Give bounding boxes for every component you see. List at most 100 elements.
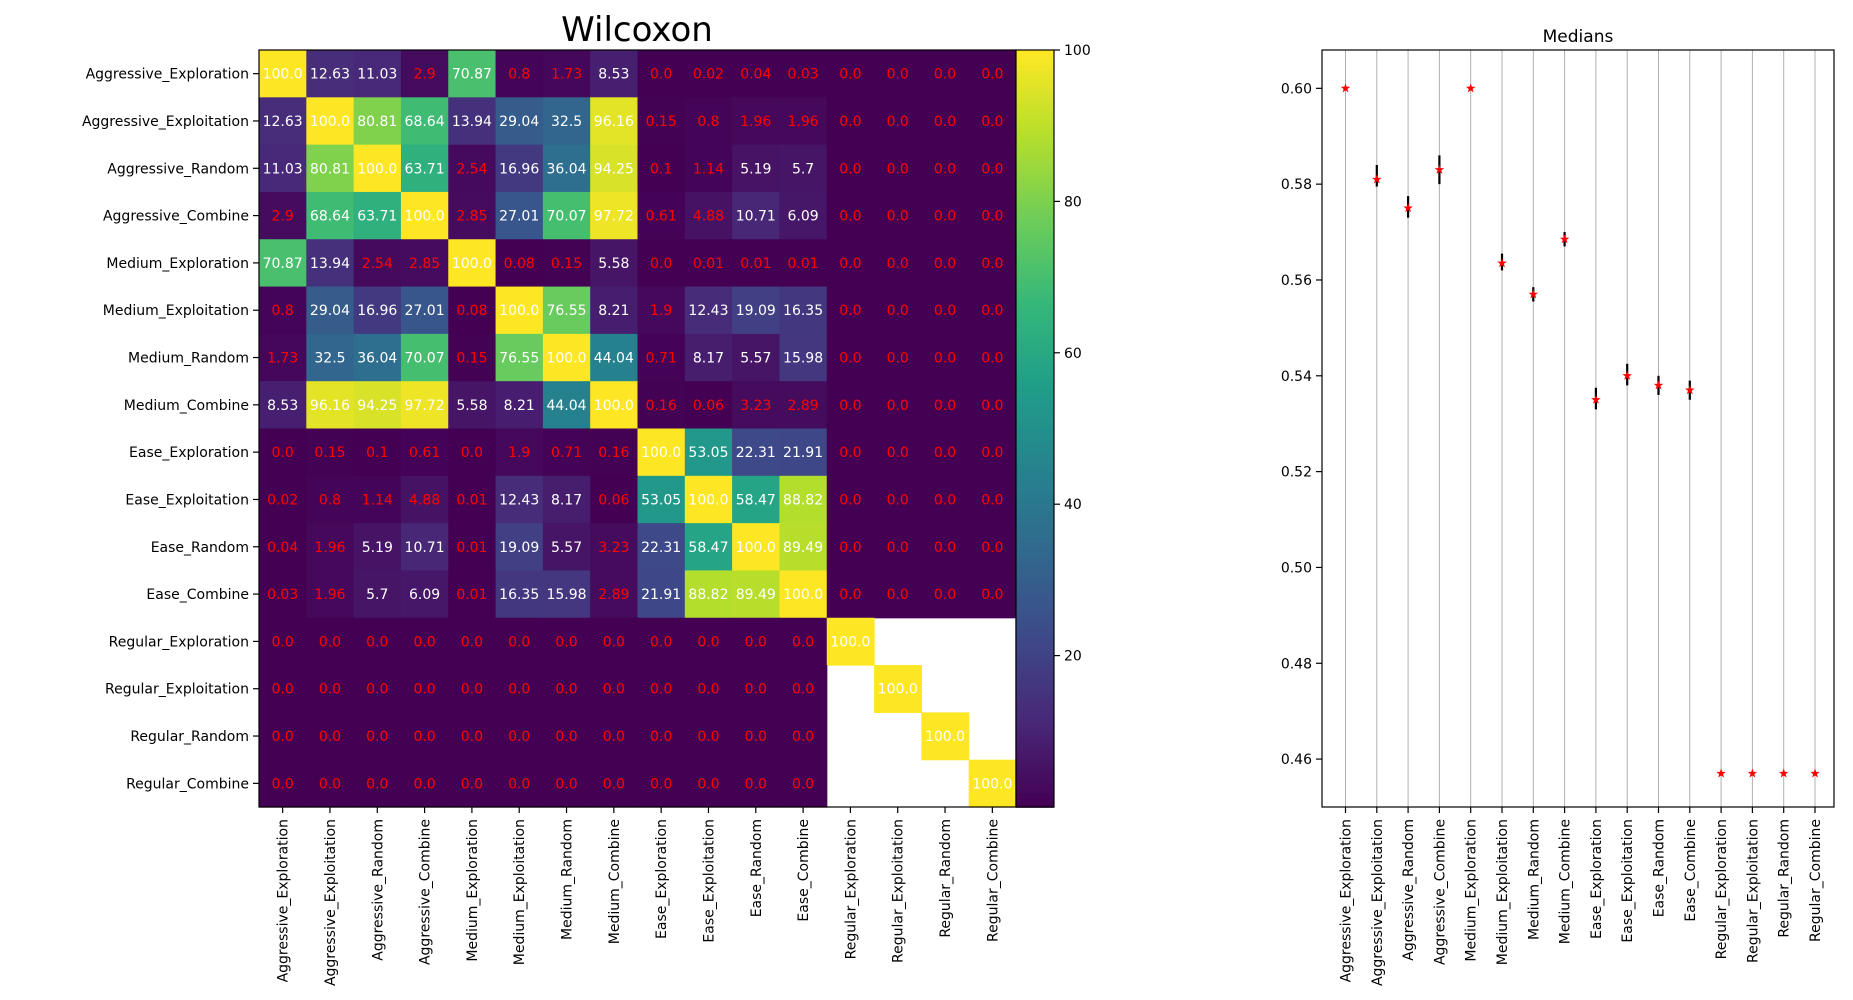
heatmap-cell-label: 0.15 — [314, 445, 345, 461]
heatmap-cell-label: 29.04 — [499, 114, 539, 130]
heatmap-cell — [590, 759, 639, 808]
heatmap-cell — [779, 665, 828, 713]
heatmap-cell — [590, 333, 639, 382]
heatmap-cell-label: 15.98 — [546, 587, 586, 603]
heatmap-cell — [637, 759, 686, 808]
heatmap-cell — [306, 475, 355, 524]
heatmap-cell — [306, 333, 355, 382]
heatmap-cell — [495, 286, 544, 335]
heatmap-cell — [400, 523, 449, 572]
heatmap-x-tick-label: Regular_Combine — [985, 819, 1001, 942]
heatmap-cell — [495, 712, 544, 761]
heatmap-y-tick-label: Ease_Exploration — [129, 445, 249, 461]
heatmap-cell — [732, 239, 781, 288]
heatmap-cell — [874, 475, 922, 524]
heatmap-cell-label: 0.0 — [839, 492, 861, 508]
colorbar-segment — [1016, 239, 1054, 245]
medians-grid — [1345, 50, 1816, 807]
heatmap-cell — [448, 239, 497, 288]
medians-title: Medians — [1543, 27, 1614, 47]
heatmap-cell — [732, 50, 781, 98]
heatmap-cell-label: 0.0 — [981, 303, 1003, 319]
colorbar-segment — [1016, 636, 1054, 643]
colorbar-segment — [1016, 527, 1054, 534]
heatmap-cell — [590, 239, 639, 288]
colorbar-segment — [1016, 759, 1054, 766]
heatmap-cell — [590, 286, 639, 335]
colorbar-segment — [1016, 570, 1054, 576]
heatmap-cell — [732, 144, 781, 193]
medians-x-tick-label: Regular_Exploration — [1714, 819, 1730, 959]
medians-x-tick-label: Medium_Exploration — [1464, 819, 1480, 962]
heatmap-x-tick-label: Regular_Exploration — [843, 819, 859, 959]
heatmap-cell — [968, 428, 1017, 477]
heatmap-cell — [590, 144, 639, 193]
heatmap-y-ticks: Aggressive_Exploration Aggressive_Exploit… — [82, 67, 259, 792]
heatmap-cell-label: 29.04 — [310, 303, 350, 319]
heatmap-cell-label: 100.0 — [972, 776, 1012, 792]
heatmap-cell-label: 0.0 — [650, 682, 672, 698]
heatmap-cell — [921, 97, 970, 146]
heatmap-cell — [826, 570, 875, 619]
medians-y-tick-label: 0.48 — [1281, 656, 1312, 672]
heatmap-cell — [779, 759, 828, 808]
colorbar-segment — [1016, 220, 1054, 226]
heatmap-cell-label: 0.0 — [887, 492, 909, 508]
medians-x-tick-label: Regular_Random — [1777, 819, 1793, 938]
heatmap-cell-label: 0.8 — [319, 492, 341, 508]
heatmap-cell — [732, 523, 781, 572]
heatmap-cell — [353, 428, 402, 477]
heatmap-cell-label: 8.21 — [504, 398, 535, 414]
heatmap-cell-label: 0.0 — [319, 776, 341, 792]
heatmap-cell-label: 0.0 — [461, 776, 483, 792]
medians-points — [1340, 83, 1820, 778]
heatmap-cell-labels: 100.0 12.63 11.03 2.9 70.87 0.8 1.73 8.53 0.0 0.0… — [263, 67, 1013, 793]
heatmap-cell — [921, 239, 970, 288]
heatmap-cell — [779, 50, 828, 98]
heatmap-cell-label: 0.0 — [555, 776, 577, 792]
colorbar-segment — [1016, 518, 1054, 524]
colorbar-segment — [1016, 428, 1054, 435]
colorbar-segment — [1016, 348, 1054, 354]
colorbar-segment — [1016, 589, 1054, 595]
colorbar-segment — [1016, 579, 1054, 586]
heatmap-cell — [259, 428, 307, 477]
heatmap-cell-label: 12.63 — [263, 114, 303, 130]
heatmap-cell — [779, 570, 828, 619]
heatmap-cell-label: 19.09 — [499, 540, 539, 556]
heatmap-cell-label: 6.09 — [788, 209, 819, 225]
colorbar-segment — [1016, 139, 1054, 146]
heatmap-cell-label: 0.0 — [272, 776, 294, 792]
colorbar-segment — [1016, 400, 1054, 406]
heatmap-cell — [495, 665, 544, 713]
colorbar-segment — [1016, 352, 1054, 359]
heatmap-cell-label: 32.5 — [551, 114, 582, 130]
heatmap-cell — [779, 381, 828, 430]
colorbar-segment — [1016, 206, 1054, 212]
colorbar-segment — [1016, 319, 1054, 326]
colorbar-segment — [1016, 291, 1054, 297]
colorbar-segment — [1016, 650, 1054, 657]
medians-point — [1559, 234, 1570, 244]
heatmap-cell — [353, 617, 402, 666]
heatmap-cell-label: 0.16 — [598, 445, 629, 461]
heatmap-cell-label: 5.57 — [551, 540, 582, 556]
colorbar-segment — [1016, 381, 1054, 387]
heatmap-cell-label: 0.0 — [650, 729, 672, 745]
heatmap-cell — [259, 50, 307, 98]
heatmap-cell-label: 13.94 — [452, 114, 492, 130]
heatmap-cell-label: 0.0 — [319, 682, 341, 698]
heatmap-cell-label: 0.0 — [413, 682, 435, 698]
heatmap-cell — [968, 381, 1017, 430]
heatmap-cell-label: 0.1 — [650, 161, 672, 177]
heatmap-cell-label: 22.31 — [736, 445, 776, 461]
heatmap-cell-label: 0.0 — [792, 729, 814, 745]
colorbar-segment — [1016, 712, 1054, 718]
heatmap-cell — [968, 570, 1017, 619]
heatmap-cell-label: 0.0 — [508, 776, 530, 792]
heatmap-cell-label: 0.0 — [887, 209, 909, 225]
heatmap-cell — [448, 97, 497, 146]
heatmap-cell — [779, 286, 828, 335]
heatmap-cell-label: 5.58 — [456, 398, 487, 414]
